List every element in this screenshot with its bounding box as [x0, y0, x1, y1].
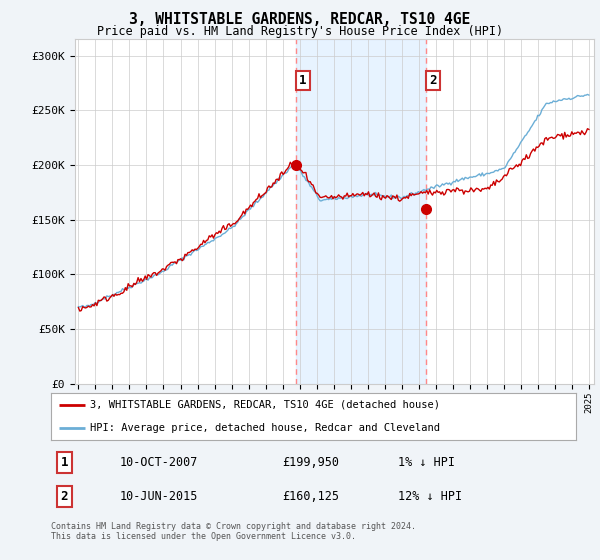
Text: 1% ↓ HPI: 1% ↓ HPI [398, 456, 455, 469]
Text: 3, WHITSTABLE GARDENS, REDCAR, TS10 4GE (detached house): 3, WHITSTABLE GARDENS, REDCAR, TS10 4GE … [91, 400, 440, 410]
Text: 10-OCT-2007: 10-OCT-2007 [119, 456, 197, 469]
Text: 2: 2 [430, 74, 437, 87]
Text: 1: 1 [61, 456, 68, 469]
Bar [296, 39, 426, 384]
Text: 1: 1 [299, 74, 307, 87]
Text: Price paid vs. HM Land Registry's House Price Index (HPI): Price paid vs. HM Land Registry's House … [97, 25, 503, 38]
Text: £199,950: £199,950 [282, 456, 339, 469]
Text: Contains HM Land Registry data © Crown copyright and database right 2024.
This d: Contains HM Land Registry data © Crown c… [51, 522, 416, 542]
Text: 3, WHITSTABLE GARDENS, REDCAR, TS10 4GE: 3, WHITSTABLE GARDENS, REDCAR, TS10 4GE [130, 12, 470, 27]
Text: £160,125: £160,125 [282, 490, 339, 503]
Text: 12% ↓ HPI: 12% ↓ HPI [398, 490, 461, 503]
Text: HPI: Average price, detached house, Redcar and Cleveland: HPI: Average price, detached house, Redc… [91, 423, 440, 433]
Text: 10-JUN-2015: 10-JUN-2015 [119, 490, 197, 503]
Text: 2: 2 [61, 490, 68, 503]
